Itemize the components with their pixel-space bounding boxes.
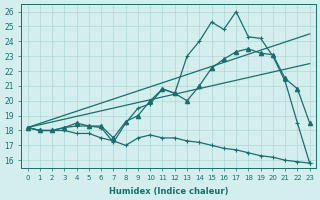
X-axis label: Humidex (Indice chaleur): Humidex (Indice chaleur) xyxy=(109,187,228,196)
